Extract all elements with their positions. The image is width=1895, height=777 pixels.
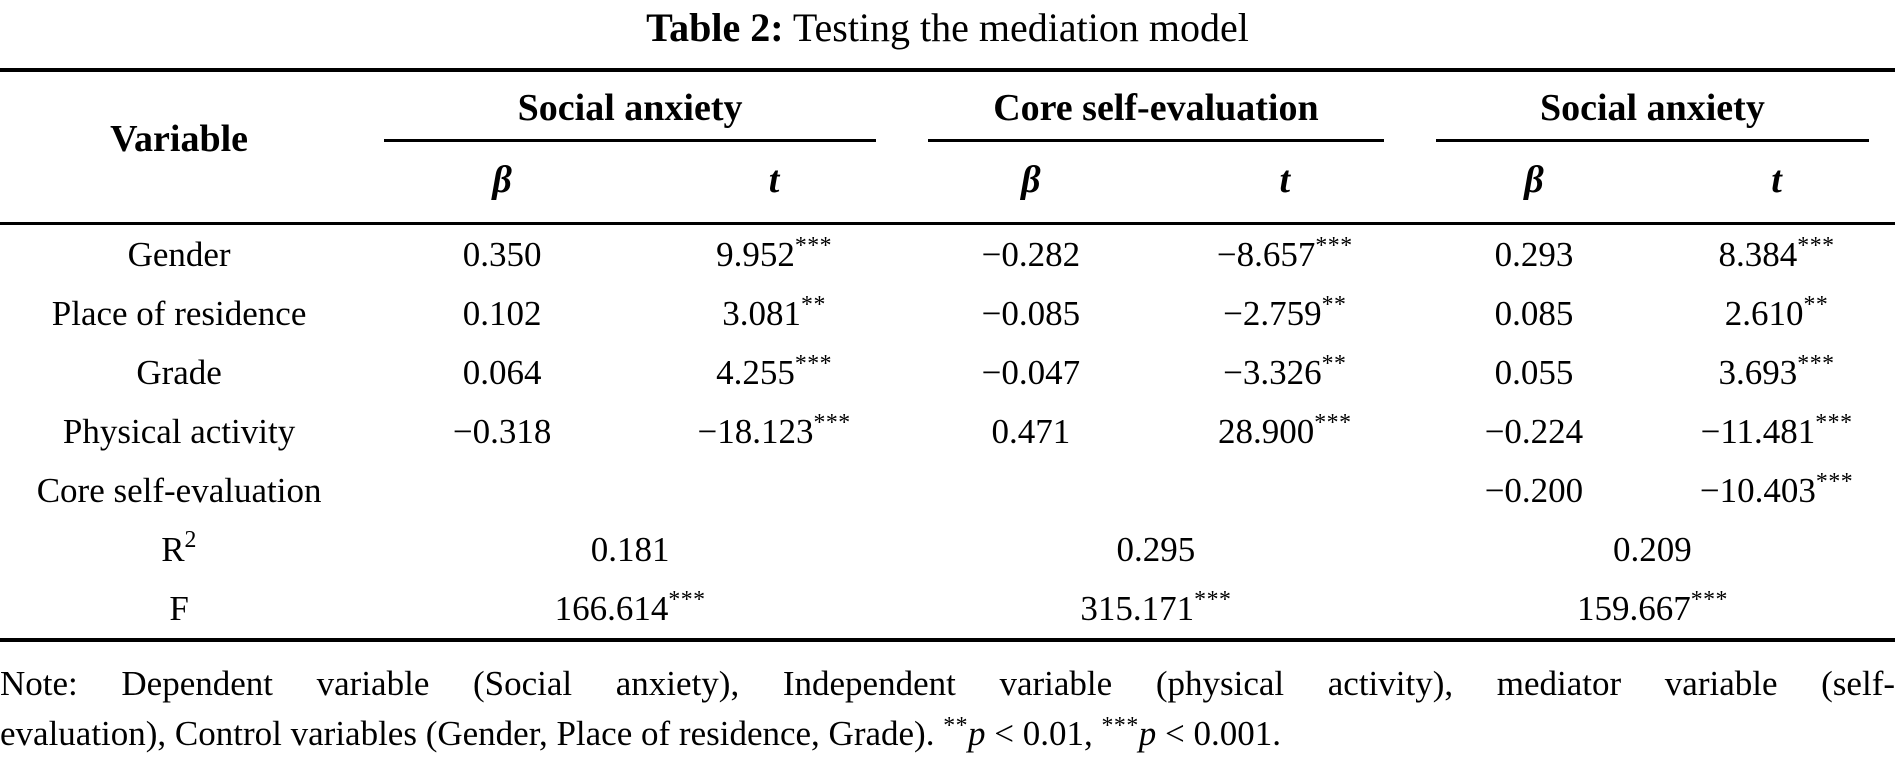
value-cell: 2.610** bbox=[1724, 292, 1829, 333]
note-line-1: Note: Dependent variable (Social anxiety… bbox=[0, 664, 1895, 703]
t-column-header-2: t bbox=[1279, 159, 1291, 201]
value-cell: 315.171*** bbox=[1080, 587, 1232, 628]
significance-stars: *** bbox=[1815, 410, 1853, 437]
variable-column-header: Variable bbox=[110, 118, 249, 160]
significance-stars: *** bbox=[1314, 410, 1352, 437]
row-label: Gender bbox=[127, 234, 231, 274]
value-cell: 0.102 bbox=[462, 293, 542, 333]
significance-stars: *** bbox=[1797, 233, 1835, 260]
table-row: Core self-evaluation −0.200 −10.403*** bbox=[0, 461, 1895, 520]
value-cell: −0.085 bbox=[981, 293, 1081, 333]
beta-column-header-2: β bbox=[1021, 159, 1041, 201]
row-label: Grade bbox=[136, 352, 222, 392]
group-header-social-anxiety-model3: Social anxiety bbox=[1410, 70, 1895, 142]
row-label: Core self-evaluation bbox=[36, 470, 322, 510]
table-title-number: Table 2: bbox=[646, 5, 784, 50]
note-sig-2-rest: < 0.01, bbox=[985, 714, 1093, 753]
significance-stars: *** bbox=[1194, 587, 1232, 614]
note-line-2-text: evaluation), Control variables (Gender, … bbox=[0, 714, 935, 753]
value-cell: 0.471 bbox=[991, 411, 1071, 451]
significance-stars: *** bbox=[1797, 351, 1835, 378]
table-row: Place of residence 0.102 3.081** −0.085 −2.7… bbox=[0, 284, 1895, 343]
value-cell bbox=[902, 461, 1160, 520]
value-cell: 159.667*** bbox=[1576, 587, 1728, 628]
note-sig-2-p: p bbox=[968, 714, 986, 753]
value-cell: −0.200 bbox=[1484, 470, 1584, 510]
group-header-social-anxiety-model1: Social anxiety bbox=[358, 70, 902, 142]
table-title-text: Testing the mediation model bbox=[792, 5, 1249, 50]
mediation-table: Variable Social anxiety Core self-evalua… bbox=[0, 68, 1895, 642]
note-line-2: evaluation), Control variables (Gender, … bbox=[0, 709, 1895, 763]
row-label: F bbox=[169, 588, 189, 628]
significance-stars: *** bbox=[1815, 469, 1854, 496]
value-cell: −0.282 bbox=[981, 234, 1081, 274]
significance-stars: *** bbox=[668, 587, 706, 614]
significance-stars: ** bbox=[1803, 292, 1829, 319]
significance-stars: *** bbox=[813, 410, 851, 437]
value-cell: 9.952*** bbox=[716, 233, 833, 274]
row-label: R2 bbox=[161, 527, 197, 569]
table-row: Physical activity −0.318 −18.123*** 0.471 28… bbox=[0, 402, 1895, 461]
significance-stars: ** bbox=[801, 292, 826, 319]
table-row: R2 0.181 0.295 0.209 bbox=[0, 520, 1895, 579]
significance-stars: ** bbox=[1321, 351, 1347, 378]
value-cell: 0.085 bbox=[1494, 293, 1574, 333]
table-row: Gender 0.350 9.952*** −0.282 −8.657*** 0.293 8… bbox=[0, 224, 1895, 285]
row-label: Place of residence bbox=[51, 293, 307, 333]
significance-stars: ** bbox=[1321, 292, 1347, 319]
group-header-label: Social anxiety bbox=[1435, 86, 1869, 142]
value-cell: 0.055 bbox=[1494, 352, 1574, 392]
value-cell: −0.047 bbox=[981, 352, 1081, 392]
table-row: Grade 0.064 4.255*** −0.047 −3.326** 0.055 3.6… bbox=[0, 343, 1895, 402]
sub-header-row: β t β t β t bbox=[0, 142, 1895, 224]
value-cell: 4.255*** bbox=[716, 351, 833, 392]
value-cell: −11.481*** bbox=[1700, 410, 1853, 451]
group-header-core-self-evaluation: Core self-evaluation bbox=[902, 70, 1410, 142]
group-header-row: Variable Social anxiety Core self-evalua… bbox=[0, 70, 1895, 160]
t-column-header-1: t bbox=[768, 159, 780, 201]
value-cell: −3.326** bbox=[1223, 351, 1347, 392]
table-header: Variable Social anxiety Core self-evalua… bbox=[0, 70, 1895, 224]
note-sig-3-p: p bbox=[1138, 714, 1157, 753]
value-cell: 0.064 bbox=[462, 352, 542, 392]
t-column-header-3: t bbox=[1771, 159, 1782, 201]
value-cell: −8.657*** bbox=[1216, 233, 1353, 274]
significance-stars: *** bbox=[1690, 587, 1728, 614]
value-cell bbox=[358, 461, 646, 520]
value-cell: 8.384*** bbox=[1718, 233, 1835, 274]
table-note: Note: Dependent variable (Social anxiety… bbox=[0, 659, 1895, 763]
beta-column-header-1: β bbox=[492, 159, 512, 201]
value-cell: −18.123*** bbox=[697, 410, 851, 451]
beta-column-header-3: β bbox=[1524, 159, 1544, 201]
significance-stars: *** bbox=[1315, 233, 1353, 260]
value-cell bbox=[646, 461, 902, 520]
group-header-label: Core self-evaluation bbox=[927, 86, 1384, 142]
row-label-superscript: 2 bbox=[184, 527, 197, 554]
row-label: Physical activity bbox=[62, 411, 296, 451]
group-header-label: Social anxiety bbox=[384, 86, 876, 142]
value-cell: −0.318 bbox=[452, 411, 552, 451]
value-cell: 3.081** bbox=[722, 292, 826, 333]
value-cell: −10.403*** bbox=[1699, 469, 1854, 510]
value-cell: 0.209 bbox=[1613, 529, 1692, 569]
value-cell: 166.614*** bbox=[554, 587, 706, 628]
value-cell: 0.181 bbox=[590, 529, 670, 569]
significance-stars: *** bbox=[794, 351, 833, 378]
value-cell: 3.693*** bbox=[1718, 351, 1835, 392]
value-cell: 28.900*** bbox=[1218, 410, 1352, 451]
note-sig-3-stars: *** bbox=[1101, 712, 1139, 739]
value-cell: 0.295 bbox=[1116, 529, 1196, 569]
value-cell: 0.293 bbox=[1494, 234, 1574, 274]
value-cell: −0.224 bbox=[1484, 411, 1584, 451]
significance-stars: *** bbox=[794, 233, 833, 260]
table-body: Gender 0.350 9.952*** −0.282 −8.657*** 0.293 8… bbox=[0, 224, 1895, 641]
table-title: Table 2: Testing the mediation model bbox=[0, 0, 1895, 68]
value-cell: 0.350 bbox=[462, 234, 542, 274]
table-row: F 166.614*** 315.171*** 159.667*** bbox=[0, 579, 1895, 640]
note-sig-3-rest: < 0.001. bbox=[1156, 714, 1281, 753]
note-sig-2-stars: ** bbox=[943, 712, 969, 739]
value-cell bbox=[1160, 461, 1410, 520]
value-cell: −2.759** bbox=[1223, 292, 1347, 333]
